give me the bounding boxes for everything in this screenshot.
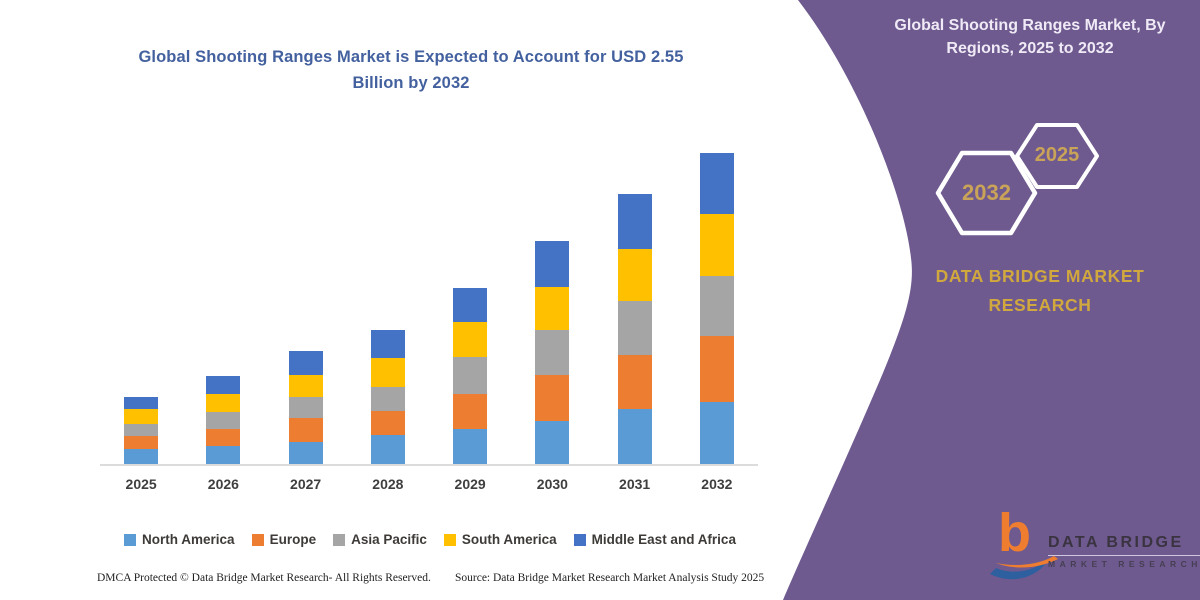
bar-segment-2028-north-america: [370, 435, 405, 464]
logo-wordmark: DATA BRIDGE MARKET RESEARCH: [1048, 534, 1200, 569]
side-panel-shape: [783, 0, 1200, 600]
bar-segment-2025-south-america: [124, 409, 159, 424]
stacked-bar-2027: [288, 351, 323, 464]
bar-segment-2029-europe: [453, 394, 488, 429]
hexagon-year-2025: 2025: [1034, 144, 1080, 166]
bar-segment-2032-north-america: [699, 402, 734, 464]
legend-swatch-icon: [443, 533, 456, 546]
bar-segment-2032-asia-pacific: [699, 276, 734, 336]
side-panel-title: Global Shooting Ranges Market, By Region…: [894, 17, 1166, 58]
chart-legend: North America Europe Asia Pacific South Ame…: [80, 532, 780, 547]
bar-segment-2030-north-america: [535, 421, 570, 464]
bar-segment-2031-middle-east-and-africa: [617, 194, 652, 249]
legend-swatch-icon: [333, 533, 346, 546]
legend-item-north-america: North America: [124, 532, 235, 547]
dmca-notice: DMCA Protected © Data Bridge Market Rese…: [97, 572, 431, 584]
x-axis-label-2028: 2028: [372, 476, 404, 492]
x-axis-label-2027: 2027: [290, 476, 322, 492]
bar-segment-2026-asia-pacific: [206, 412, 241, 429]
stacked-bar-2029: [453, 288, 488, 464]
bar-segment-2025-europe: [124, 436, 159, 449]
bar-segment-2029-asia-pacific: [453, 357, 488, 394]
bar-segment-2027-south-america: [288, 375, 323, 397]
bar-segment-2025-middle-east-and-africa: [124, 397, 159, 409]
bar-segment-2027-middle-east-and-africa: [288, 351, 323, 375]
bar-segment-2028-asia-pacific: [370, 387, 405, 411]
bar-segment-2027-europe: [288, 418, 323, 442]
brand-heading: DATA BRIDGE MARKET RESEARCH: [935, 266, 1145, 315]
bar-segment-2026-north-america: [206, 446, 241, 464]
source-note: Source: Data Bridge Market Research Mark…: [455, 572, 765, 584]
bar-segment-2029-north-america: [453, 429, 488, 464]
x-axis-label-2026: 2026: [207, 476, 239, 492]
bar-segment-2030-asia-pacific: [535, 330, 570, 375]
bar-segment-2031-asia-pacific: [617, 301, 652, 355]
bar-segment-2030-middle-east-and-africa: [535, 241, 570, 287]
x-axis-labels: 2025 2026 2027 2028 2029 2030 2031 2032: [100, 476, 758, 492]
bar-segment-2028-south-america: [370, 358, 405, 387]
x-axis-label-2032: 2032: [701, 476, 733, 492]
bar-segment-2030-europe: [535, 375, 570, 421]
hexagon-2025: [1015, 123, 1099, 189]
stacked-bar-2028: [370, 330, 405, 464]
bar-chart-plot-area: [100, 120, 758, 466]
legend-label: Europe: [269, 532, 317, 547]
bar-segment-2032-south-america: [699, 214, 734, 276]
legend-label: North America: [142, 532, 235, 547]
bar-segment-2027-asia-pacific: [288, 397, 323, 418]
logo-b-icon: b: [998, 503, 1031, 563]
bar-segment-2026-middle-east-and-africa: [206, 376, 241, 394]
logo-subtitle: MARKET RESEARCH: [1048, 559, 1200, 569]
data-bridge-logo: b DATA BRIDGE MARKET RESEARCH: [988, 506, 1200, 582]
logo-swoosh-icon: [990, 556, 1058, 580]
bar-segment-2031-europe: [617, 355, 652, 409]
stacked-bar-2031: [617, 194, 652, 464]
stacked-bar-2026: [206, 376, 241, 464]
stacked-bar-2025: [124, 397, 159, 464]
legend-item-middle-east-and-africa: Middle East and Africa: [573, 532, 736, 547]
bar-segment-2025-asia-pacific: [124, 424, 159, 436]
x-axis-label-2031: 2031: [619, 476, 651, 492]
legend-label: Middle East and Africa: [591, 532, 736, 547]
bar-segment-2029-south-america: [453, 322, 488, 357]
x-axis-label-2025: 2025: [125, 476, 157, 492]
legend-swatch-icon: [573, 533, 586, 546]
logo-name: DATA BRIDGE: [1048, 534, 1200, 556]
legend-item-asia-pacific: Asia Pacific: [333, 532, 427, 547]
legend-label: South America: [461, 532, 557, 547]
hexagon-2032: [935, 150, 1038, 236]
legend-label: Asia Pacific: [351, 532, 427, 547]
x-axis-label-2029: 2029: [454, 476, 486, 492]
stacked-bar-2032: [699, 153, 734, 464]
x-axis-label-2030: 2030: [536, 476, 568, 492]
bar-segment-2032-europe: [699, 336, 734, 402]
bar-segment-2031-north-america: [617, 409, 652, 464]
bar-segment-2028-middle-east-and-africa: [370, 330, 405, 358]
bar-segment-2028-europe: [370, 411, 405, 435]
bar-segment-2026-south-america: [206, 394, 241, 412]
bar-segment-2025-north-america: [124, 449, 159, 464]
legend-swatch-icon: [251, 533, 264, 546]
stacked-bar-2030: [535, 241, 570, 464]
chart-title: Global Shooting Ranges Market is Expecte…: [138, 48, 684, 93]
hexagon-year-2032: 2032: [962, 180, 1011, 205]
legend-item-south-america: South America: [443, 532, 557, 547]
legend-swatch-icon: [124, 533, 137, 546]
legend-item-europe: Europe: [251, 532, 317, 547]
bar-segment-2029-middle-east-and-africa: [453, 288, 488, 322]
bar-segment-2030-south-america: [535, 287, 570, 330]
bar-segment-2031-south-america: [617, 249, 652, 301]
bar-segment-2027-north-america: [288, 442, 323, 464]
bar-segment-2026-europe: [206, 429, 241, 446]
bar-segment-2032-middle-east-and-africa: [699, 153, 734, 214]
